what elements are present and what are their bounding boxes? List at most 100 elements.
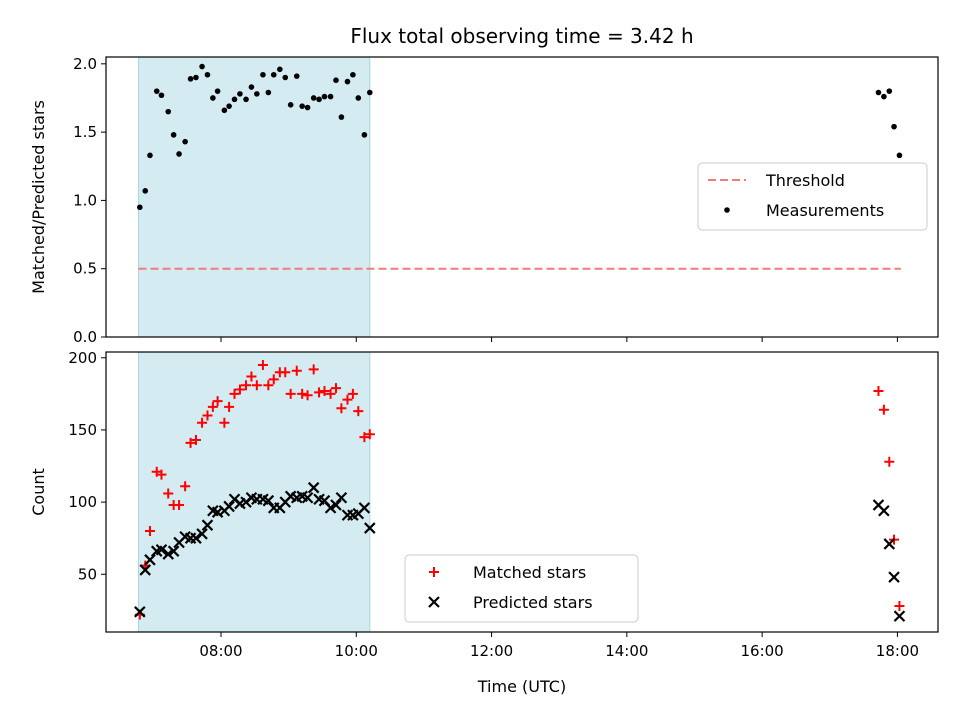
- data-point: [224, 401, 235, 412]
- data-point: [355, 95, 362, 101]
- data-point: [316, 96, 322, 103]
- data-point: [297, 388, 308, 399]
- data-point: [144, 525, 155, 536]
- data-point: [270, 71, 277, 78]
- data-point: [359, 432, 370, 443]
- data-point: [888, 571, 900, 583]
- data-point: [330, 499, 342, 511]
- data-point: [881, 93, 887, 100]
- data-point: [210, 95, 216, 101]
- data-point: [282, 74, 289, 81]
- plot-frame: [105, 56, 939, 338]
- data-point: [197, 417, 208, 428]
- data-point: [246, 371, 257, 382]
- y-tick-label: 0.5: [73, 260, 97, 278]
- data-point: [301, 491, 314, 504]
- data-point: [265, 89, 272, 96]
- data-point: [204, 71, 211, 78]
- data-point: [875, 89, 882, 96]
- data-point: [139, 564, 152, 576]
- legend-swatch: [724, 207, 730, 213]
- y-tick-label: 1.0: [73, 191, 97, 209]
- data-point: [137, 204, 143, 211]
- data-point: [254, 91, 260, 97]
- legend-swatch: [428, 596, 440, 608]
- legend-label: Measurements: [766, 201, 884, 220]
- data-point: [891, 123, 897, 130]
- data-point: [364, 522, 376, 534]
- data-point: [134, 606, 146, 618]
- data-point: [243, 96, 249, 103]
- data-point: [193, 74, 199, 81]
- data-point: [336, 403, 347, 414]
- x-axis-label: Time (UTC): [477, 677, 566, 696]
- legend-label: Threshold: [765, 171, 845, 190]
- data-point: [176, 151, 182, 157]
- data-point: [321, 93, 328, 100]
- data-point: [199, 63, 205, 70]
- series-matched-stars: [134, 359, 905, 620]
- data-point: [221, 107, 228, 114]
- data-point: [325, 388, 336, 399]
- x-tick-label: 16:00: [741, 642, 784, 660]
- series-measurements: [137, 63, 903, 211]
- data-point: [350, 71, 356, 78]
- legend-swatch: [429, 567, 439, 577]
- data-point: [180, 481, 191, 492]
- y-tick-label: 100: [68, 493, 97, 511]
- y-tick-label: 2.0: [73, 55, 97, 73]
- legend-label: Matched stars: [473, 563, 586, 582]
- data-point: [280, 367, 291, 378]
- data-point: [153, 88, 160, 94]
- data-point: [884, 456, 895, 467]
- data-point: [293, 73, 300, 79]
- y-tick-label: 200: [68, 349, 97, 367]
- data-point: [248, 84, 255, 90]
- data-point: [358, 502, 371, 514]
- data-point: [158, 92, 165, 99]
- data-point: [196, 528, 208, 540]
- data-point: [187, 76, 194, 82]
- data-point: [285, 388, 296, 399]
- data-point: [201, 519, 214, 531]
- chart-title: Flux total observing time = 3.42 h: [350, 24, 693, 48]
- data-point: [214, 88, 221, 94]
- data-point: [207, 401, 218, 412]
- data-point: [896, 152, 903, 159]
- x-tick-label: 14:00: [605, 642, 648, 660]
- legend: Matched stars Predicted stars: [404, 554, 639, 623]
- data-point: [241, 380, 252, 391]
- data-point: [226, 103, 232, 109]
- data-point: [190, 435, 201, 446]
- legend: Threshold Measurements: [697, 162, 928, 231]
- data-point: [324, 502, 337, 514]
- data-point: [260, 71, 266, 78]
- data-point: [287, 102, 294, 108]
- data-point: [330, 383, 341, 394]
- data-point: [333, 77, 339, 84]
- data-point: [163, 488, 174, 499]
- data-point: [878, 504, 890, 517]
- data-point: [342, 394, 353, 405]
- data-point: [873, 385, 884, 396]
- data-point: [237, 91, 243, 97]
- data-point: [307, 481, 320, 494]
- data-point: [886, 88, 893, 94]
- y-tick-label: 150: [68, 421, 97, 439]
- data-point: [268, 374, 279, 385]
- data-point: [878, 404, 889, 415]
- data-point: [190, 532, 202, 544]
- data-point: [314, 387, 325, 398]
- x-tick-label: 08:00: [199, 642, 242, 660]
- data-point: [257, 359, 268, 370]
- data-point: [335, 491, 348, 504]
- data-point: [883, 538, 896, 550]
- data-point: [234, 384, 245, 395]
- data-point: [156, 469, 167, 480]
- x-tick-label: 10:00: [335, 642, 378, 660]
- data-point: [147, 152, 153, 159]
- legend-box: [404, 554, 639, 623]
- data-point: [310, 95, 317, 101]
- x-tick-label: 12:00: [470, 642, 513, 660]
- data-point: [338, 114, 345, 120]
